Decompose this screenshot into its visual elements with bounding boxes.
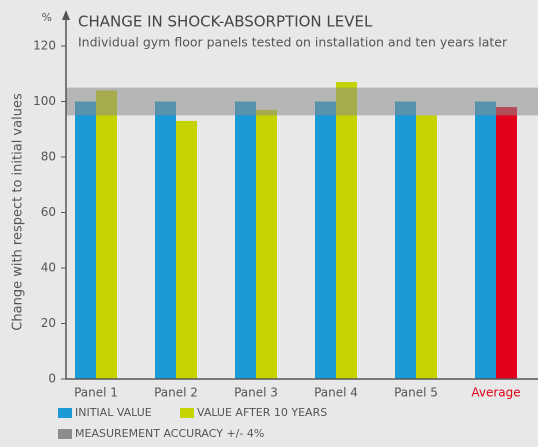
bar — [96, 90, 117, 380]
y-tick-label: 40 — [41, 261, 56, 275]
bar — [75, 101, 96, 379]
bar — [336, 82, 357, 379]
y-tick-label: 120 — [33, 39, 56, 53]
legend-swatch — [180, 408, 194, 418]
bar — [416, 115, 437, 379]
bar — [155, 101, 176, 379]
x-tick-label: Average — [471, 386, 520, 400]
y-unit: % — [42, 11, 52, 24]
bar — [235, 101, 256, 379]
y-tick-label: 60 — [41, 205, 56, 219]
bar — [496, 107, 517, 380]
x-tick-label: Panel 3 — [234, 386, 278, 400]
bar — [475, 101, 496, 379]
legend-label: INITIAL VALUE — [75, 406, 152, 419]
y-tick-label: 100 — [33, 94, 56, 108]
bar — [176, 120, 197, 380]
y-axis-label: Change with respect to initial values — [11, 93, 26, 331]
legend-label: VALUE AFTER 10 YEARS — [197, 406, 327, 419]
bar — [315, 101, 336, 379]
x-tick-label: Panel 1 — [74, 386, 118, 400]
y-tick-label: 0 — [48, 372, 56, 386]
y-tick-label: 20 — [41, 316, 56, 330]
legend-swatch — [58, 408, 72, 418]
x-tick-label: Panel 4 — [314, 386, 358, 400]
accuracy-band — [66, 87, 538, 116]
legend-swatch — [58, 429, 72, 439]
y-tick-label: 80 — [41, 150, 56, 164]
y-axis-arrow — [62, 10, 70, 20]
x-tick-label: Panel 2 — [154, 386, 198, 400]
x-tick-label: Panel 5 — [394, 386, 438, 400]
chart-subtitle: Individual gym floor panels tested on in… — [78, 35, 508, 50]
bar — [256, 109, 277, 379]
chart-title: CHANGE IN SHOCK-ABSORPTION LEVEL — [78, 13, 373, 31]
bar — [395, 101, 416, 379]
legend-label: MEASUREMENT ACCURACY +/- 4% — [75, 427, 264, 440]
